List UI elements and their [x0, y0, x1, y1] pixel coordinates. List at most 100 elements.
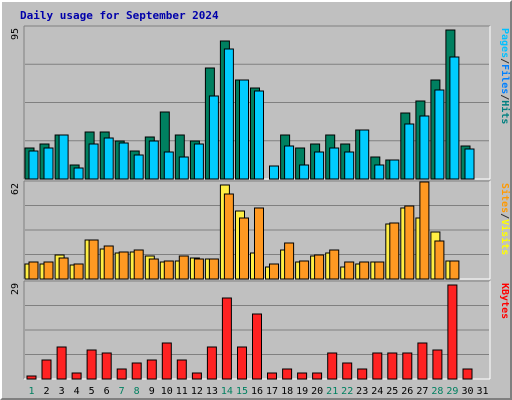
- bar-files-day-10: [163, 151, 174, 180]
- panel-pages-files-hits: 95 Pages/Files/Hits: [10, 25, 511, 180]
- x-tick-label: 13: [206, 386, 218, 397]
- bar-kbytes-day-17: [267, 372, 277, 380]
- bar-kbytes-day-2: [41, 359, 52, 380]
- bar-sites-day-14: [223, 193, 234, 280]
- bar-sites-day-7: [118, 251, 129, 280]
- bar-kbytes-day-9: [146, 359, 157, 380]
- bar-sites-day-23: [359, 261, 370, 280]
- bar-sites-day-20: [314, 254, 325, 280]
- bar-kbytes-day-6: [101, 352, 112, 380]
- bar-sites-day-18: [284, 242, 295, 280]
- side-label-part: Hits: [499, 100, 511, 124]
- side-label-part: Visits: [499, 219, 511, 255]
- x-tick-label: 29: [446, 386, 458, 397]
- bar-sites-day-15: [239, 217, 249, 280]
- max-label-pages-files-hits: 95: [10, 28, 21, 40]
- bar-kbytes-day-23: [357, 368, 368, 380]
- x-tick-label: 22: [341, 386, 353, 397]
- x-tick-label: 15: [236, 386, 248, 397]
- bar-files-day-28: [434, 89, 445, 180]
- side-label-part: Sites: [499, 183, 511, 213]
- bar-files-day-30: [464, 148, 475, 180]
- bar-files-day-16: [254, 90, 264, 180]
- bar-sites-day-19: [299, 260, 310, 280]
- bar-sites-day-22: [344, 261, 355, 280]
- bar-kbytes-day-8: [131, 362, 142, 380]
- bar-files-day-17: [269, 165, 279, 180]
- bar-kbytes-day-4: [71, 372, 82, 380]
- bar-files-day-14: [223, 48, 234, 180]
- side-label-part: KBytes: [499, 283, 510, 319]
- x-tick-label: 23: [356, 386, 368, 397]
- bar-files-day-23: [359, 129, 370, 180]
- bar-kbytes-day-12: [191, 372, 202, 380]
- x-tick-label: 5: [89, 386, 95, 397]
- chart-title: Daily usage for September 2024: [20, 9, 219, 22]
- bar-kbytes-day-10: [161, 342, 172, 380]
- side-label-kbytes: KBytes: [499, 283, 510, 319]
- bar-kbytes-day-27: [417, 342, 428, 380]
- bar-kbytes-day-18: [282, 368, 293, 380]
- x-tick-label: 30: [461, 386, 473, 397]
- bar-kbytes-day-24: [372, 352, 383, 380]
- bar-sites-day-13: [208, 258, 219, 280]
- bar-kbytes-day-16: [252, 313, 262, 380]
- bar-sites-day-1: [28, 261, 39, 280]
- bar-files-day-15: [239, 79, 249, 180]
- bar-files-day-26: [404, 123, 415, 180]
- bar-files-day-4: [73, 167, 84, 180]
- x-tick-label: 31: [476, 386, 488, 397]
- bar-kbytes-day-21: [327, 352, 338, 380]
- bar-sites-day-6: [103, 245, 114, 280]
- bar-kbytes-day-5: [86, 349, 97, 380]
- x-tick-label: 12: [191, 386, 203, 397]
- bar-files-day-25: [389, 159, 400, 180]
- x-tick-label: 11: [176, 386, 188, 397]
- x-tick-label: 21: [326, 386, 338, 397]
- x-tick-label: 10: [161, 386, 173, 397]
- max-label-kbytes: 29: [10, 283, 21, 295]
- x-tick-label: 4: [74, 386, 80, 397]
- bar-files-day-20: [314, 151, 325, 180]
- bar-files-day-22: [344, 151, 355, 180]
- bar-files-day-13: [208, 95, 219, 180]
- bar-files-day-7: [118, 142, 129, 180]
- bar-files-day-29: [449, 56, 460, 180]
- bar-files-day-11: [178, 156, 189, 180]
- bar-files-day-12: [193, 143, 204, 180]
- max-label-visits-sites: 62: [10, 183, 21, 195]
- x-tick-label: 17: [266, 386, 278, 397]
- bar-sites-day-26: [404, 205, 415, 280]
- bar-kbytes-day-15: [237, 346, 247, 380]
- x-tick-label: 20: [311, 386, 323, 397]
- bar-sites-day-16: [254, 207, 264, 280]
- side-label-part: /: [499, 94, 510, 100]
- bar-sites-day-9: [148, 258, 159, 280]
- bar-kbytes-day-28: [432, 349, 443, 380]
- bar-sites-day-17: [269, 263, 279, 280]
- bar-kbytes-day-19: [297, 372, 308, 380]
- bar-files-day-19: [299, 164, 310, 180]
- bar-sites-day-21: [329, 249, 340, 280]
- bar-files-day-24: [374, 164, 385, 180]
- bar-sites-day-24: [374, 261, 385, 280]
- bar-sites-day-11: [178, 255, 189, 280]
- bar-sites-day-8: [133, 249, 144, 280]
- bar-kbytes-day-3: [56, 346, 67, 380]
- bar-files-day-1: [28, 150, 39, 180]
- bar-kbytes-day-20: [312, 372, 323, 380]
- bar-kbytes-day-30: [462, 368, 473, 380]
- side-label-visits-sites: Sites/Visits: [499, 183, 511, 255]
- bar-kbytes-day-22: [342, 362, 353, 380]
- bar-sites-day-5: [88, 239, 99, 280]
- bar-kbytes-day-13: [206, 346, 217, 380]
- bar-files-day-8: [133, 154, 144, 180]
- bar-sites-day-27: [419, 181, 430, 280]
- bar-files-day-9: [148, 140, 159, 180]
- bar-sites-day-29: [449, 260, 460, 280]
- side-label-part: /: [499, 213, 510, 219]
- x-tick-label: 26: [401, 386, 413, 397]
- x-tick-label: 19: [296, 386, 308, 397]
- side-label-pages-files-hits: Pages/Files/Hits: [499, 28, 511, 124]
